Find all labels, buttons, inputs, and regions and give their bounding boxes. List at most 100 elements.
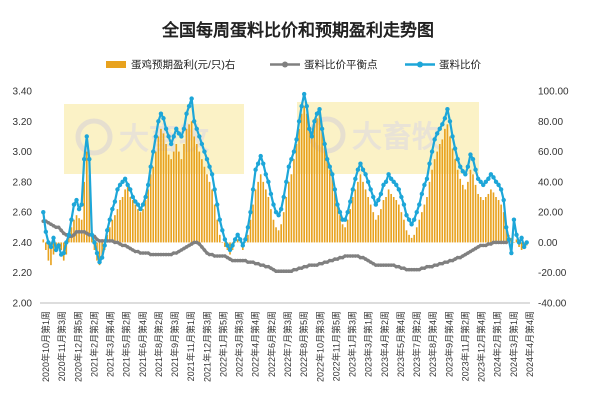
- ratio-point: [43, 229, 49, 235]
- legend-swatch-profit: [106, 61, 126, 68]
- profit-bar: [492, 192, 495, 243]
- ratio-point: [301, 91, 307, 97]
- ratio-point: [442, 116, 448, 121]
- x-tick-label: 2023年1月第3周: [347, 311, 358, 377]
- y-left-tick-label: 2.60: [13, 208, 33, 219]
- ratio-point: [227, 247, 233, 253]
- profit-bar: [444, 128, 446, 243]
- ratio-point: [409, 222, 414, 227]
- ratio-point: [394, 182, 399, 188]
- ratio-point: [299, 103, 304, 109]
- ratio-point: [434, 131, 440, 136]
- ratio-point: [69, 217, 74, 222]
- ratio-point: [122, 176, 128, 182]
- y-left-tick-label: 2.00: [13, 299, 33, 310]
- ratio-point: [504, 225, 509, 230]
- ratio-point: [117, 182, 123, 188]
- balance-point: [448, 258, 452, 263]
- profit-bar: [134, 204, 137, 243]
- y-right-tick-label: 40.00: [538, 177, 563, 188]
- profit-bar: [142, 209, 144, 243]
- ratio-point: [411, 217, 417, 222]
- ratio-point: [447, 119, 453, 124]
- profit-bar: [88, 174, 91, 243]
- ratio-point: [289, 156, 294, 162]
- ratio-point: [46, 240, 51, 245]
- ratio-point: [330, 172, 335, 177]
- profit-bar: [436, 151, 439, 243]
- profit-bar: [505, 227, 508, 243]
- profit-bar: [45, 242, 47, 250]
- ratio-point: [353, 176, 358, 182]
- profit-bar: [372, 212, 375, 243]
- balance-point: [427, 264, 432, 269]
- balance-point: [230, 258, 235, 263]
- balance-point: [235, 258, 240, 263]
- profit-bar: [520, 242, 523, 250]
- ratio-point: [363, 172, 368, 177]
- balance-point: [491, 240, 496, 245]
- balance-point: [345, 254, 350, 258]
- balance-point: [432, 263, 437, 267]
- ratio-point: [207, 164, 212, 169]
- balance-point: [292, 267, 296, 272]
- balance-point: [164, 252, 168, 257]
- ratio-point: [371, 194, 376, 200]
- profit-bar: [144, 200, 147, 243]
- ratio-point: [325, 156, 330, 162]
- profit-bar: [449, 136, 451, 243]
- profit-bar: [270, 209, 272, 243]
- x-tick-label: 2022年1月第5周: [218, 311, 229, 377]
- profit-bar: [83, 181, 86, 243]
- balance-point: [154, 252, 158, 257]
- balance-point: [212, 254, 217, 258]
- ratio-point: [284, 179, 289, 185]
- ratio-point: [514, 232, 519, 238]
- profit-bar: [188, 124, 190, 243]
- profit-bar: [472, 174, 474, 243]
- x-tick-label: 2020年11月第3周: [56, 311, 67, 381]
- profit-bar: [267, 197, 270, 243]
- balance-point: [307, 263, 312, 267]
- profit-bar: [415, 227, 418, 243]
- balance-point: [404, 267, 409, 272]
- profit-bar: [190, 121, 193, 243]
- ratio-point: [307, 126, 312, 132]
- ratio-point: [481, 182, 486, 188]
- legend: 蛋鸡预期盈利(元/只)右 蛋料比价平衡点 蛋料比价: [106, 58, 481, 71]
- profit-bar: [65, 242, 68, 255]
- profit-bar: [234, 242, 236, 243]
- balance-point: [414, 267, 419, 272]
- balance-point: [217, 254, 222, 258]
- ratio-point: [445, 106, 450, 112]
- ratio-point: [243, 237, 248, 242]
- balance-point: [281, 269, 286, 274]
- x-tick-label: 2023年12月第4周: [476, 311, 487, 382]
- ratio-point: [125, 182, 130, 188]
- ratio-point: [161, 116, 166, 121]
- ratio-point: [130, 194, 136, 200]
- watermark-box: [64, 104, 244, 174]
- balance-point: [399, 266, 404, 270]
- profit-bar: [303, 106, 306, 243]
- profit-bar: [170, 159, 172, 243]
- balance-point: [141, 251, 145, 255]
- profit-bar: [91, 234, 93, 243]
- profit-bar: [351, 197, 354, 243]
- balance-point: [246, 260, 250, 264]
- ratio-point: [186, 103, 192, 109]
- profit-bar: [364, 189, 367, 243]
- ratio-point: [217, 217, 222, 222]
- profit-bar: [380, 209, 382, 243]
- y-left-tick-label: 3.40: [13, 87, 33, 98]
- ratio-point: [71, 202, 77, 207]
- balance-point: [100, 239, 104, 243]
- ratio-point: [388, 176, 394, 182]
- profit-bar: [290, 174, 293, 243]
- profit-bar: [349, 209, 352, 243]
- profit-bar: [167, 154, 170, 243]
- profit-bar: [308, 128, 311, 243]
- ratio-point: [468, 152, 473, 157]
- balance-point: [74, 230, 79, 234]
